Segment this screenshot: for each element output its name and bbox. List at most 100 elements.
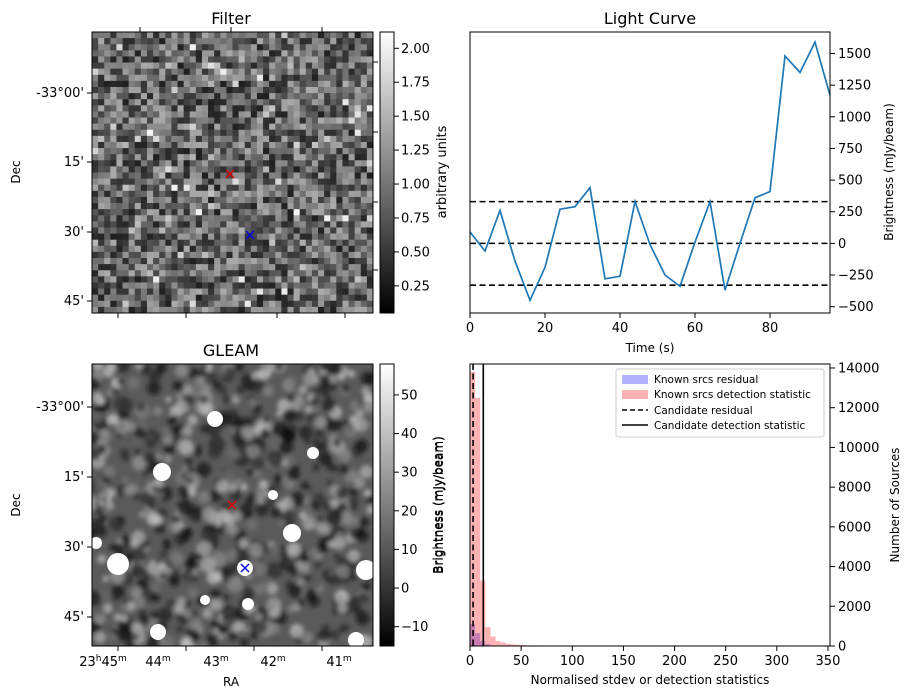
histogram-x-tick-label: 50 [513, 654, 530, 669]
histogram-x-tick-label: 150 [611, 654, 636, 669]
histogram-left-ylabel: Brightness (mJy/beam) [431, 436, 445, 574]
lightcurve-y-tick-label: 0 [838, 237, 846, 252]
lightcurve-y-ticks: −500 −250 0 250 500 750 1000 1250 1500 [830, 47, 874, 315]
filter-image [92, 32, 374, 314]
gleam-dec-tick-label: -33°00' [36, 400, 84, 415]
legend-label: Known srcs detection statistic [654, 389, 811, 401]
histogram-bar-residual [475, 633, 481, 646]
lightcurve-y-tick-label: 250 [838, 205, 863, 220]
histogram-bar-residual [485, 644, 491, 646]
histogram-bar-detection [516, 644, 522, 646]
filter-frame [91, 31, 374, 314]
gleam-colorbar-tick-label: 30 [401, 466, 418, 481]
filter-top-ticks [117, 27, 378, 318]
histogram-x-tick-label: 250 [713, 654, 738, 669]
filter-ylabel: Dec [9, 160, 23, 183]
histogram-frame [469, 363, 831, 647]
histogram-x-tick-label: 100 [560, 654, 585, 669]
legend-entry-residual: Known srcs residual [622, 374, 758, 386]
gleam-source [348, 632, 364, 646]
gleam-xlabel: RA [223, 675, 240, 689]
gleam-dec-tick-label: 30' [64, 540, 84, 555]
legend-label: Candidate detection statistic [654, 420, 806, 432]
gleam-ra-tick-label: 43m [203, 654, 228, 670]
filter-colorbar-bar [379, 31, 395, 314]
filter-dec-ticks: -33°00' 15' 30' 45' [36, 86, 92, 309]
gleam-colorbar-label: Brightness (mJy/beam) [432, 436, 446, 574]
lightcurve-y-tick-label: −250 [838, 269, 874, 284]
legend-label: Candidate residual [654, 405, 753, 417]
gleam-colorbar-tick-label: 20 [401, 504, 418, 519]
lightcurve-panel: Light Curve 0 20 40 60 80 −500 −250 0 250 500 750… [466, 9, 896, 355]
histogram-plot-area [470, 364, 782, 646]
gleam-title: GLEAM [203, 341, 259, 360]
histogram-bar-detection [495, 641, 501, 646]
lightcurve-x-tick-label: 20 [537, 321, 554, 336]
lightcurve-x-ticks: 0 20 40 60 80 [466, 313, 778, 336]
filter-dec-tick-label: 30' [64, 225, 84, 240]
legend-box [615, 368, 825, 438]
histogram-y-tick-label: 6000 [838, 520, 871, 535]
lightcurve-y-tick-label: −500 [838, 300, 874, 315]
gleam-ra-tick-label: 44m [145, 654, 170, 670]
gleam-dec-tick-label: 15' [64, 470, 84, 485]
lightcurve-series-line [470, 39, 830, 303]
legend-label: Known srcs residual [654, 374, 758, 386]
gleam-colorbar-tick-label: 0 [401, 582, 409, 597]
filter-marker-red [225, 169, 235, 179]
gleam-dec-tick-label: 45' [64, 610, 84, 625]
gleam-panel: GLEAM -33°00' 15' 30' 45' 23h45m 44m 43m… [9, 341, 446, 689]
gleam-frame [91, 363, 374, 647]
histogram-y-ticks: 0 2000 4000 6000 8000 10000 12000 14000 [830, 361, 879, 655]
filter-colorbar: 0.25 0.50 0.75 1.00 1.25 1.50 1.75 2.00 arbitra… [379, 31, 450, 314]
legend-entry-detection: Known srcs detection statistic [622, 389, 811, 401]
lightcurve-frame [469, 31, 831, 314]
filter-dec-tick-label: -33°00' [36, 86, 84, 101]
filter-colorbar-tick-label: 0.25 [401, 279, 430, 294]
gleam-source [356, 560, 373, 580]
filter-marker-blue [245, 230, 255, 240]
gleam-colorbar-bar [379, 363, 395, 647]
filter-title: Filter [211, 9, 251, 28]
gleam-source [200, 595, 210, 605]
lightcurve-x-tick-label: 60 [687, 321, 704, 336]
filter-markers [225, 169, 255, 240]
lightcurve-xlabel: Time (s) [625, 341, 675, 355]
histogram-y-tick-label: 12000 [838, 401, 879, 416]
legend-swatch [622, 390, 648, 399]
filter-colorbar-tick-label: 0.75 [401, 211, 430, 226]
gleam-colorbar-tick-label: −10 [401, 620, 428, 635]
gleam-source [150, 624, 166, 640]
histogram-bar-detection [490, 636, 496, 646]
histogram-legend: Known srcs residual Known srcs detection… [615, 368, 825, 438]
lightcurve-y-tick-label: 750 [838, 142, 863, 157]
filter-colorbar-tick-label: 1.75 [401, 76, 430, 91]
filter-colorbar-ticks: 0.25 0.50 0.75 1.00 1.25 1.50 1.75 2.00 [394, 42, 430, 294]
lightcurve-y-tick-label: 1250 [838, 79, 871, 94]
lightcurve-plot-area [470, 39, 830, 303]
lightcurve-title: Light Curve [604, 9, 696, 28]
histogram-xlabel: Normalised stdev or detection statistics [531, 673, 770, 687]
gleam-colorbar-tick-label: 40 [401, 427, 418, 442]
filter-dec-tick-label: 15' [64, 155, 84, 170]
filter-colorbar-tick-label: 1.25 [401, 144, 430, 159]
gleam-image [92, 364, 373, 646]
histogram-bar-detection [505, 643, 511, 646]
histogram-y-tick-label: 0 [838, 640, 846, 655]
gleam-ra-ticks: 23h45m 44m 43m 42m 41m [79, 646, 352, 670]
filter-panel: Filter -33°00' 15' 30' 45' Dec [9, 9, 450, 318]
gleam-colorbar-tick-label: 10 [401, 543, 418, 558]
legend-entry-candidate-residual: Candidate residual [622, 405, 753, 417]
legend-entry-candidate-detection: Candidate detection statistic [622, 420, 806, 432]
lightcurve-y-tick-label: 1000 [838, 110, 871, 125]
gleam-marker-red [227, 500, 237, 510]
lightcurve-x-tick-label: 80 [762, 321, 779, 336]
filter-colorbar-tick-label: 1.50 [401, 110, 430, 125]
filter-colorbar-label: arbitrary units [435, 125, 450, 218]
histogram-bar-detection [500, 642, 506, 646]
gleam-colorbar-tick-label: 50 [401, 388, 418, 403]
filter-colorbar-tick-label: 1.00 [401, 178, 430, 193]
lightcurve-x-tick-label: 0 [466, 321, 474, 336]
